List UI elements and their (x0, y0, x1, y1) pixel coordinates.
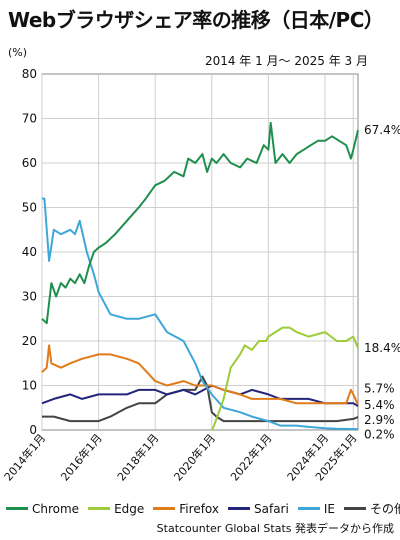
x-tick-label: 2020年1月 (171, 431, 218, 484)
series-line (42, 197, 359, 431)
end-value-label: 67.4% (364, 123, 400, 137)
legend-item-chrome: Chrome (6, 500, 79, 517)
end-value-label: 0.2% (364, 427, 395, 441)
period-label: 2014 年 1 月〜 2025 年 3 月 (204, 54, 368, 68)
y-tick-label: 70 (22, 112, 37, 126)
legend-swatch-chrome (6, 507, 28, 510)
legend-swatch-ie (297, 507, 320, 510)
y-tick-label: 20 (22, 334, 37, 348)
legend-item-firefox: Firefox (153, 500, 219, 517)
source-note: Statcounter Global Stats 発表データから作成 (156, 522, 394, 535)
series-line (41, 344, 359, 406)
y-unit-label: (%) (8, 46, 28, 59)
end-value-label: 2.9% (364, 413, 395, 427)
legend-swatch-safari (228, 507, 250, 510)
chart-title: Webブラウザシェア率の推移（日本/PC） (8, 8, 384, 32)
y-tick-label: 50 (22, 201, 37, 215)
y-tick-label: 60 (22, 156, 37, 170)
legend-label-chrome: Chrome (32, 501, 80, 516)
legend-item-safari: Safari (228, 500, 289, 517)
y-tick-label: 0 (29, 423, 37, 437)
y-tick-label: 80 (22, 67, 37, 81)
legend-label-safari: Safari (254, 501, 289, 516)
x-tick-label: 2014年1月 (1, 431, 48, 484)
y-tick-label: 40 (22, 245, 37, 259)
x-tick-label: 2016年1月 (58, 431, 105, 484)
legend-item-ie: IE (297, 500, 335, 517)
x-tick-label: 2018年1月 (114, 431, 161, 484)
series-line (210, 326, 359, 431)
legend-label-edge: Edge (114, 501, 145, 516)
series-line (41, 121, 359, 325)
legend-swatch-other (343, 507, 366, 510)
end-value-label: 5.4% (364, 398, 395, 412)
legend-label-ie: IE (323, 501, 335, 516)
x-tick-label: 2022年1月 (227, 431, 274, 484)
legend: Chrome Edge Firefox Safari IE その他 (6, 500, 400, 517)
legend-item-edge: Edge (88, 500, 144, 517)
legend-label-other: その他 (369, 502, 400, 516)
legend-swatch-firefox (153, 507, 176, 510)
legend-swatch-edge (88, 507, 111, 510)
end-value-label: 5.7% (364, 382, 395, 396)
y-tick-label: 10 (22, 379, 37, 393)
legend-item-other: その他 (343, 500, 400, 517)
y-tick-label: 30 (22, 290, 37, 304)
legend-label-firefox: Firefox (179, 501, 219, 516)
end-value-label: 18.4% (364, 341, 400, 355)
